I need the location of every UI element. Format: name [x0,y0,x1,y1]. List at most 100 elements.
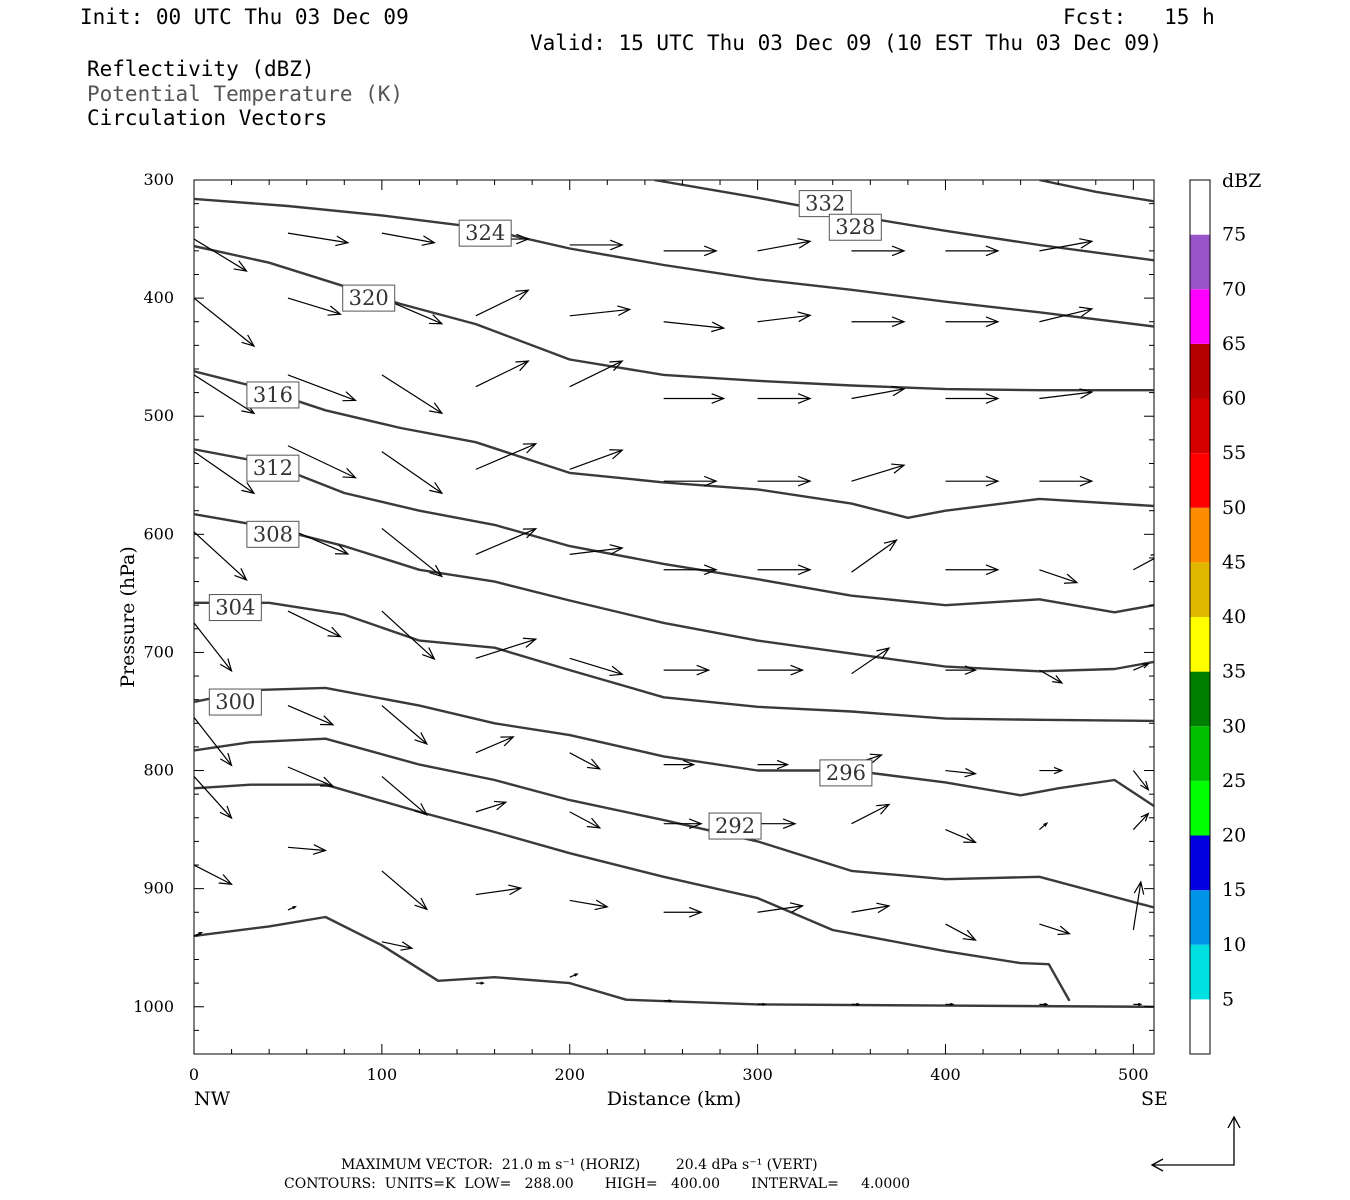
contour-label: 316 [253,383,293,407]
circulation-vectors [194,232,1154,1007]
contour-label: 296 [826,761,866,785]
circulation-vector [757,311,812,323]
circulation-vector [663,818,703,830]
colorbar-swatch [1190,398,1210,454]
circulation-vector [569,449,624,470]
x-tick-label: 500 [1118,1065,1149,1084]
circulation-vector [381,232,436,246]
circulation-vector [757,902,805,913]
circulation-vector [945,767,978,778]
circulation-vector [1039,822,1049,831]
colorbar-swatch [1190,999,1210,1054]
contour-label: 328 [835,215,875,239]
circulation-vector [381,775,429,816]
colorbar-level-label: 40 [1222,606,1246,628]
theta-contour-line [194,448,1154,614]
circulation-vector [1039,569,1079,584]
colorbar-swatch [1190,289,1210,344]
colorbar-swatch [1190,234,1210,290]
circulation-vector [194,374,256,415]
circulation-vector [569,657,624,677]
circulation-vector [381,610,436,661]
circulation-vector [851,245,906,257]
circulation-vector [569,811,602,829]
circulation-vector [194,238,248,272]
field-title-theta: Potential Temperature (K) [87,82,404,106]
circulation-vector [757,818,797,830]
y-tick-label: 300 [143,170,174,189]
circulation-vector [1133,663,1150,671]
circulation-vector [663,906,703,918]
circulation-vector [381,374,444,415]
colorbar-swatch [1190,562,1210,617]
field-title-reflectivity: Reflectivity (dBZ) [87,57,315,81]
colorbar-level-label: 45 [1222,551,1246,573]
contour-label: 292 [715,814,755,838]
contour-label: 332 [805,192,845,216]
theta-contour-line [194,513,1154,673]
contour-label-box [828,213,882,241]
circulation-vector [475,884,523,896]
circulation-vector [569,305,632,317]
circulation-vector [287,232,350,247]
y-tick-label: 800 [143,761,174,780]
circulation-vector [194,622,233,673]
circulation-vector [757,393,812,404]
colorbar-swatch [1190,671,1210,727]
colorbar-swatch [1190,726,1210,781]
circulation-vector [851,902,891,914]
circulation-vector [851,647,891,675]
theta-contour-line [194,686,1154,808]
circulation-vector [1039,1002,1049,1007]
circulation-vector [287,766,335,787]
circulation-vector [194,776,233,820]
field-title-vectors: Circulation Vectors [87,106,328,130]
circulation-vector [1132,880,1145,931]
colorbar-swatch [1190,343,1210,399]
circulation-vector [1132,812,1150,831]
circulation-vector [757,1002,767,1007]
contour-label-box [798,190,852,218]
circulation-vector [851,463,906,482]
y-tick-label: 700 [143,642,174,661]
colorbar-swatch [1190,780,1210,836]
y-axis: 300 400 500 600 700 800 900 1000 [133,170,1154,1031]
reference-vector-icon [1150,1115,1241,1172]
circulation-vector [1039,238,1094,252]
circulation-vector [287,844,328,855]
colorbar-level-label: 15 [1222,879,1246,901]
colorbar-level-label: 20 [1222,825,1246,847]
x-axis: 0 100 200 300 400 500 [189,180,1149,1084]
contour-label-box [208,688,262,716]
circulation-vector [1133,1002,1143,1007]
init-time: Init: 00 UTC Thu 03 Dec 09 [80,5,409,29]
circulation-vector [945,316,1000,328]
circulation-vector [381,451,444,495]
colorbar-swatch [1190,835,1210,891]
theta-contour-line [194,915,1154,1008]
x-axis-title: Distance (km) [607,1088,742,1110]
colorbar-swatch [1190,453,1210,508]
circulation-vector [475,360,530,388]
circulation-vector [945,1002,955,1007]
contour-label-box [458,219,512,247]
circulation-vector [851,803,891,825]
circulation-vector [287,445,357,479]
y-tick-label: 600 [143,524,174,543]
circulation-vector [663,475,718,487]
theta-contour-line [654,180,1154,262]
circulation-vector [381,705,429,746]
circulation-vector [475,637,538,659]
circulation-vector [945,829,977,844]
colorbar-level-label: 5 [1222,988,1234,1010]
circulation-vector [1039,923,1071,936]
contour-label: 300 [215,690,255,714]
theta-contour-line [1039,180,1154,203]
colorbar-level-label: 55 [1222,442,1246,464]
contour-label-box [708,812,762,840]
circulation-vector [851,539,898,573]
y-tick-label: 1000 [133,997,174,1016]
x-tick-label: 100 [367,1065,398,1084]
theta-contour-line [194,783,1071,1002]
